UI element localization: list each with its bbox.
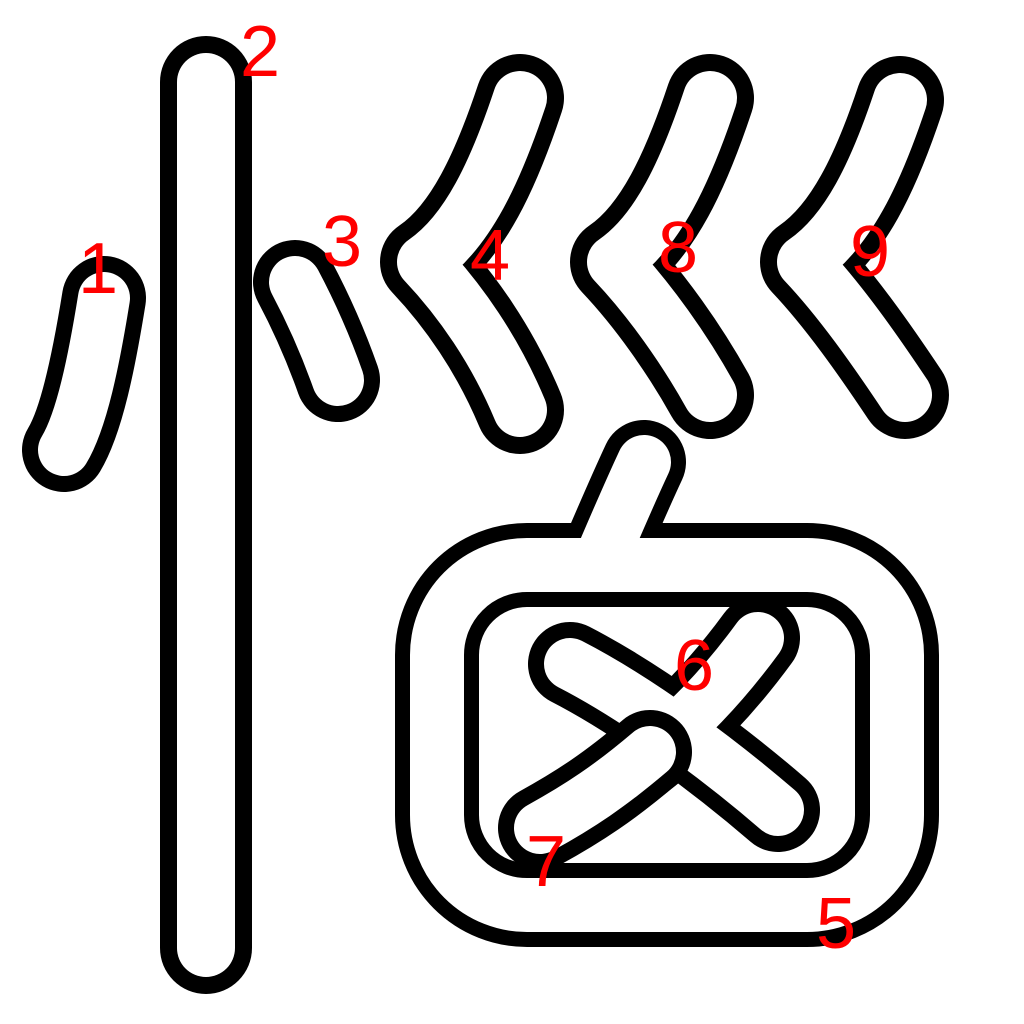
stroke-7 bbox=[498, 710, 692, 870]
stroke-number-3: 3 bbox=[322, 202, 362, 282]
stroke-number-1: 1 bbox=[78, 229, 118, 309]
stroke-4 bbox=[380, 54, 564, 454]
stroke-number-4: 4 bbox=[470, 216, 510, 296]
stroke-number-6: 6 bbox=[674, 626, 714, 706]
stroke-number-5: 5 bbox=[816, 884, 856, 964]
stroke-number-2: 2 bbox=[240, 12, 280, 92]
stroke-9 bbox=[760, 56, 949, 439]
stroke-number-7: 7 bbox=[526, 822, 566, 902]
stroke-5 bbox=[395, 420, 939, 947]
stroke-1 bbox=[22, 256, 146, 492]
stroke-8 bbox=[570, 54, 754, 439]
stroke-number-9: 9 bbox=[850, 212, 890, 292]
stroke-number-8: 8 bbox=[658, 208, 698, 288]
stroke-3 bbox=[253, 240, 380, 422]
